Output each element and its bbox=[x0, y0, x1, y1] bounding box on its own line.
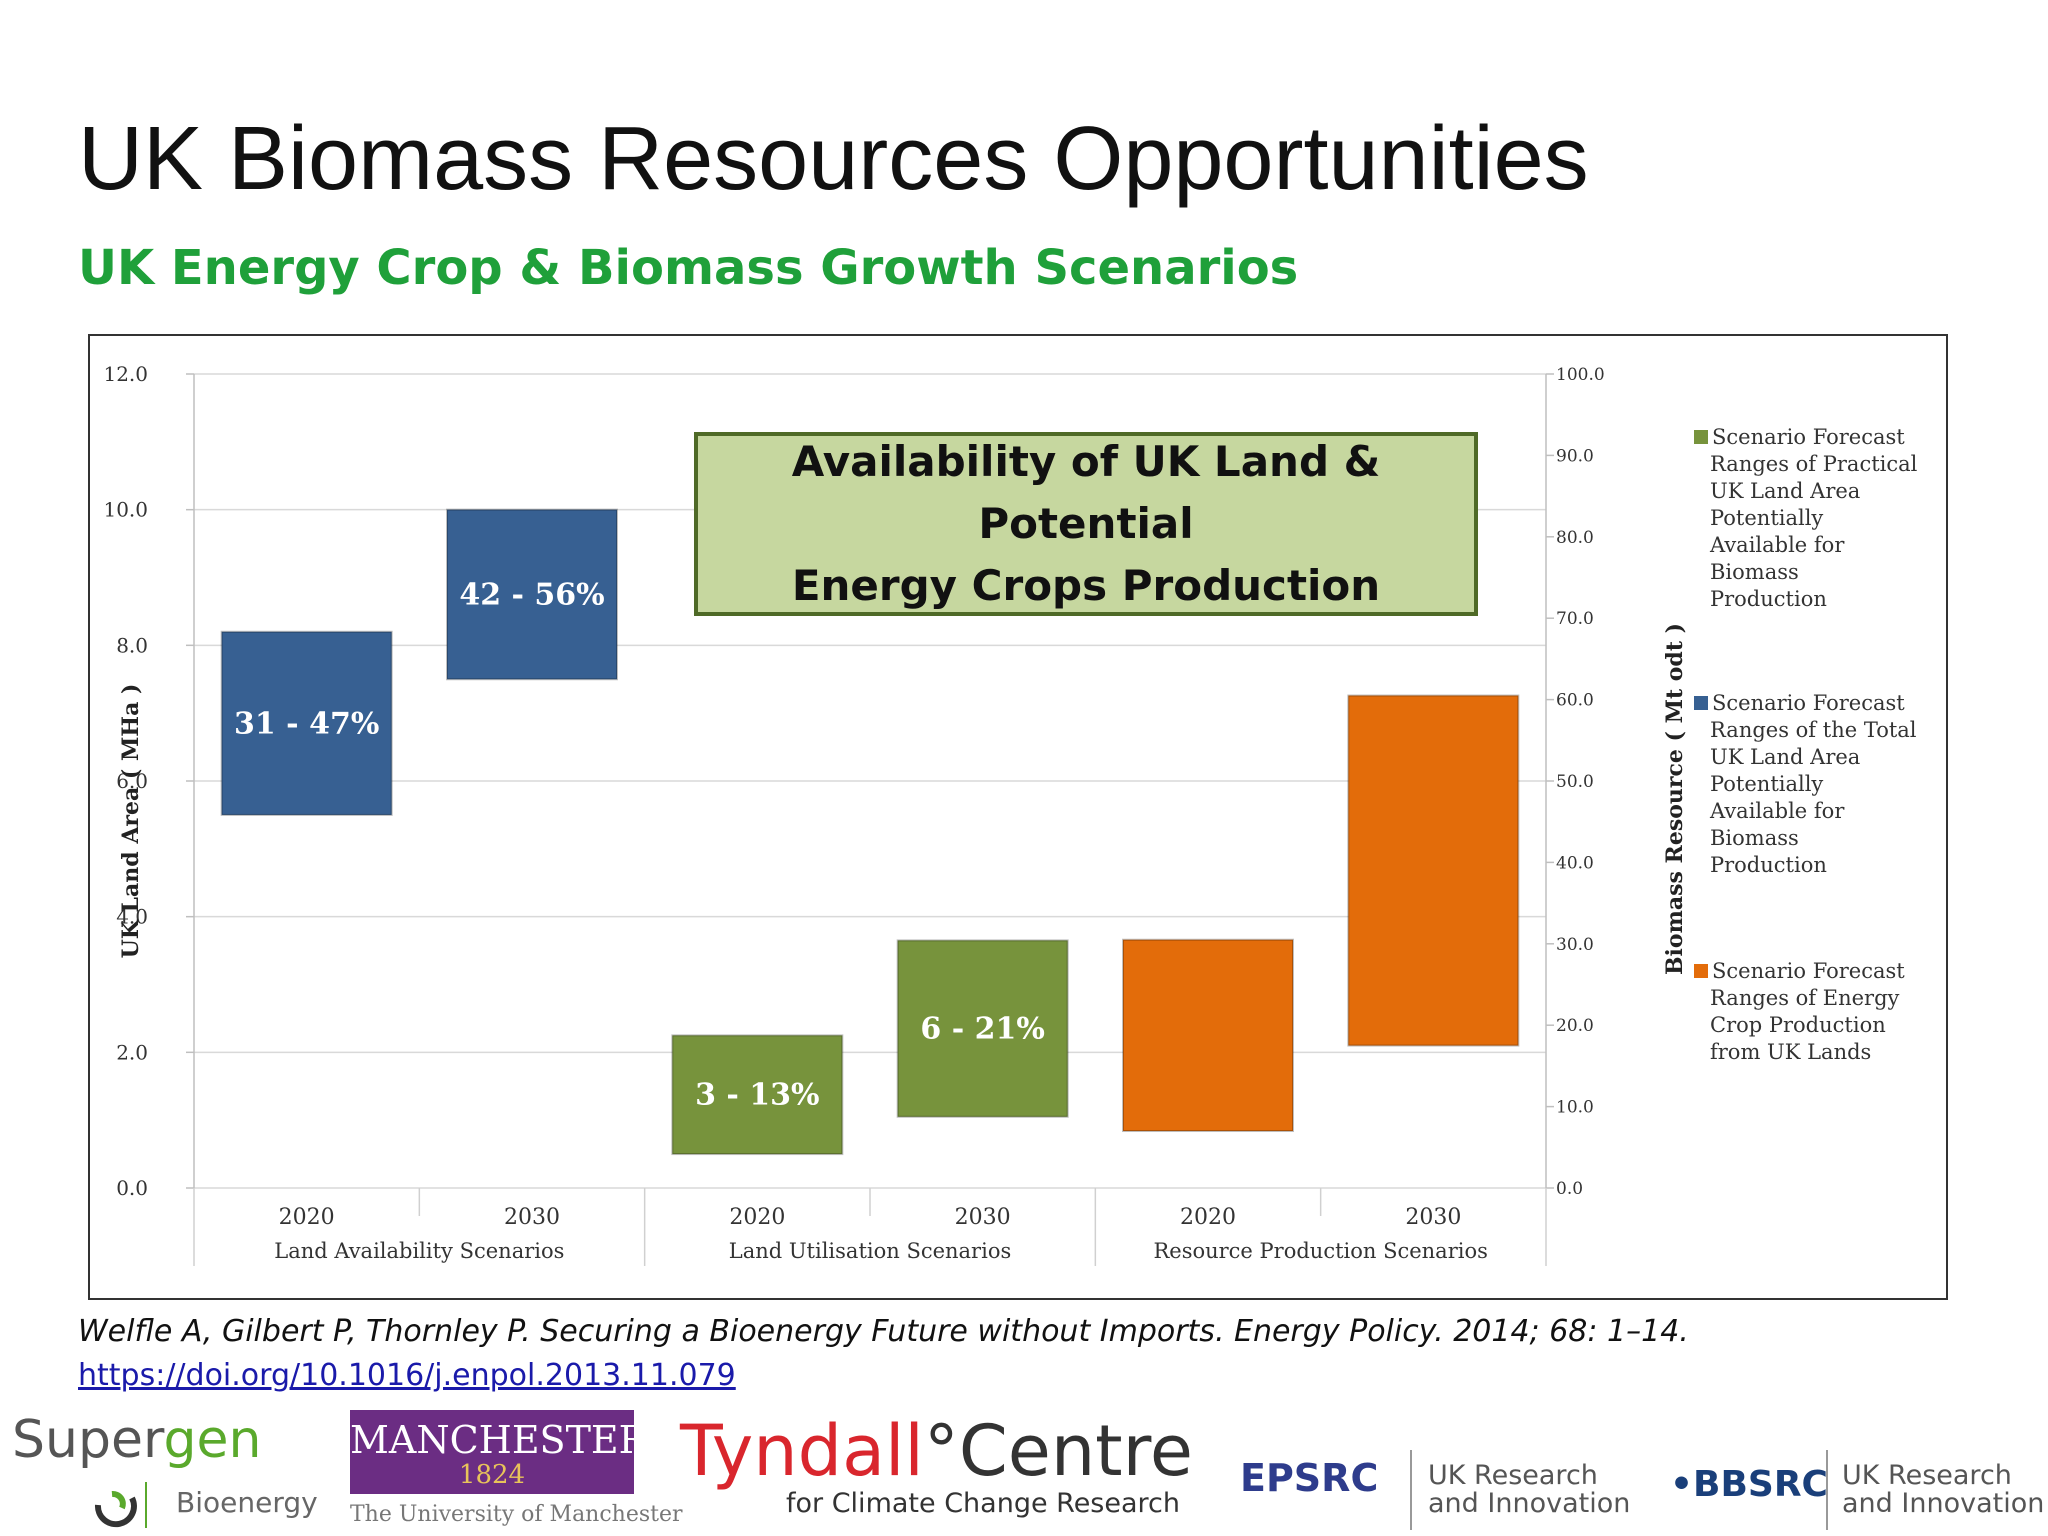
y2-tick-label: 10.0 bbox=[1556, 1098, 1594, 1118]
supergen-subtitle: Bioenergy bbox=[176, 1486, 318, 1519]
slide-title: UK Biomass Resources Opportunities bbox=[78, 109, 1589, 209]
supergen-swirl-icon bbox=[94, 1482, 147, 1528]
supergen-word-b: gen bbox=[163, 1410, 262, 1470]
supergen-logo: Supergen bbox=[12, 1410, 261, 1470]
ukri-line-1: UK Research bbox=[1428, 1460, 1598, 1491]
legend-text-line: UK Land Area bbox=[1710, 479, 1860, 503]
y2-tick-label: 50.0 bbox=[1556, 772, 1594, 792]
ukri-logo-1: UK Research and Innovation bbox=[1428, 1462, 1630, 1518]
x-category-label: 2020 bbox=[729, 1205, 785, 1230]
range-bar bbox=[1122, 938, 1294, 1133]
legend-text-line: Available for bbox=[1709, 533, 1845, 557]
manchester-year: 1824 bbox=[458, 1460, 526, 1490]
ukri-line-2: and Innovation bbox=[1842, 1488, 2045, 1519]
legend-text-line: Production bbox=[1710, 587, 1827, 611]
range-bar bbox=[220, 630, 393, 816]
range-bar bbox=[1347, 694, 1520, 1047]
legend-swatch bbox=[1694, 696, 1708, 710]
x-category-label: 2020 bbox=[1180, 1205, 1236, 1230]
slide-subtitle: UK Energy Crop & Biomass Growth Scenario… bbox=[78, 240, 1299, 296]
legend-text-line: Scenario Forecast bbox=[1712, 959, 1905, 983]
supergen-word-a: Super bbox=[12, 1410, 164, 1470]
range-bar-chart: 0.0 2.0 4.0 6.0 8.0 10.0 12.0 0.0 10.0 20.0 30.0 40… bbox=[103, 362, 1918, 1266]
range-bar bbox=[446, 508, 618, 681]
legend-text-line: Ranges of the Total bbox=[1710, 718, 1917, 742]
x-category-label: 2020 bbox=[279, 1205, 335, 1230]
legend-text-line: Production bbox=[1710, 853, 1827, 877]
y-axis-title: UK Land Area ( MHa ) bbox=[118, 684, 144, 959]
legend-swatch bbox=[1694, 964, 1708, 978]
logo-divider bbox=[1410, 1450, 1412, 1530]
y2-tick-label: 0.0 bbox=[1556, 1179, 1583, 1199]
overlay-callout-box: Availability of UK Land & Potential Ener… bbox=[694, 432, 1478, 616]
y-tick-label: 2.0 bbox=[116, 1040, 148, 1064]
range-bar bbox=[671, 1034, 844, 1156]
ukri-line-2: and Innovation bbox=[1428, 1488, 1631, 1519]
citation-text: Welfle A, Gilbert P, Thornley P. Securin… bbox=[78, 1314, 1689, 1349]
overlay-line-2: Energy Crops Production bbox=[791, 561, 1381, 610]
manchester-name: MANCHESTER bbox=[350, 1418, 648, 1462]
x-group-label: Land Availability Scenarios bbox=[274, 1239, 564, 1263]
legend-text-line: Biomass bbox=[1710, 826, 1799, 850]
x-group-label: Land Utilisation Scenarios bbox=[729, 1239, 1012, 1263]
y-tick-label: 12.0 bbox=[103, 362, 148, 386]
logo-strip: Supergen Bioenergy MANCHESTER 1824 The U… bbox=[0, 1410, 2048, 1536]
legend-text-line: Potentially bbox=[1710, 772, 1823, 796]
y2-tick-label: 30.0 bbox=[1556, 935, 1594, 955]
y-tick-label: 0.0 bbox=[116, 1176, 148, 1200]
y2-tick-label: 80.0 bbox=[1556, 528, 1594, 548]
tyndall-logo: Tyndall°Centre bbox=[680, 1410, 1193, 1492]
tyndall-word-b: °Centre bbox=[923, 1410, 1193, 1492]
y2-tick-label: 90.0 bbox=[1556, 446, 1594, 466]
ukri-line-1: UK Research bbox=[1842, 1460, 2012, 1491]
legend-text-line: Scenario Forecast bbox=[1712, 425, 1905, 449]
y2-axis-title: Biomass Resource ( Mt odt ) bbox=[1662, 623, 1688, 975]
legend-text-line: UK Land Area bbox=[1710, 745, 1860, 769]
bbsrc-logo: •BBSRC bbox=[1670, 1464, 1828, 1505]
logo-divider bbox=[1826, 1450, 1828, 1530]
overlay-line-1: Availability of UK Land & Potential bbox=[791, 437, 1381, 548]
legend-text-line: Ranges of Energy bbox=[1710, 986, 1900, 1010]
legend-text-line: Biomass bbox=[1710, 560, 1799, 584]
y-tick-label: 10.0 bbox=[103, 498, 148, 522]
chart-frame: 0.0 2.0 4.0 6.0 8.0 10.0 12.0 0.0 10.0 20.0 30.0 40… bbox=[88, 334, 1948, 1300]
epsrc-logo: EPSRC bbox=[1240, 1456, 1379, 1500]
legend-text-line: Ranges of Practical bbox=[1710, 452, 1918, 476]
y2-tick-label: 40.0 bbox=[1556, 853, 1594, 873]
legend-text-line: Scenario Forecast bbox=[1712, 691, 1905, 715]
x-category-label: 2030 bbox=[1405, 1205, 1461, 1230]
legend-text-line: Available for bbox=[1709, 799, 1845, 823]
tyndall-subtitle: for Climate Change Research bbox=[786, 1488, 1180, 1519]
bar-data-label: 31 - 47% bbox=[234, 706, 379, 741]
doi-link[interactable]: https://doi.org/10.1016/j.enpol.2013.11.… bbox=[78, 1358, 736, 1393]
y-tick-label: 8.0 bbox=[116, 633, 148, 657]
y2-tick-label: 60.0 bbox=[1556, 691, 1594, 711]
y2-tick-label: 70.0 bbox=[1556, 609, 1594, 629]
tyndall-word-a: Tyndall bbox=[680, 1410, 924, 1492]
x-category-label: 2030 bbox=[955, 1205, 1011, 1230]
y2-tick-label: 100.0 bbox=[1556, 365, 1605, 385]
x-group-label: Resource Production Scenarios bbox=[1153, 1239, 1487, 1263]
range-bar bbox=[896, 939, 1069, 1118]
bar-data-label: 42 - 56% bbox=[459, 577, 604, 612]
ukri-logo-2: UK Research and Innovation bbox=[1842, 1462, 2044, 1518]
legend-text-line: from UK Lands bbox=[1710, 1040, 1871, 1064]
bar-data-label: 6 - 21% bbox=[920, 1012, 1044, 1047]
y-tick-label: 6.0 bbox=[116, 769, 148, 793]
x-category-label: 2030 bbox=[504, 1205, 560, 1230]
legend-swatch bbox=[1694, 430, 1708, 444]
legend-text-line: Crop Production bbox=[1710, 1013, 1886, 1037]
legend-text-line: Potentially bbox=[1710, 506, 1823, 530]
y-tick-label: 4.0 bbox=[116, 905, 148, 929]
y2-tick-label: 20.0 bbox=[1556, 1016, 1594, 1036]
manchester-university: The University of Manchester bbox=[350, 1502, 683, 1527]
bar-data-label: 3 - 13% bbox=[695, 1078, 819, 1113]
manchester-logo: MANCHESTER 1824 bbox=[350, 1410, 648, 1494]
